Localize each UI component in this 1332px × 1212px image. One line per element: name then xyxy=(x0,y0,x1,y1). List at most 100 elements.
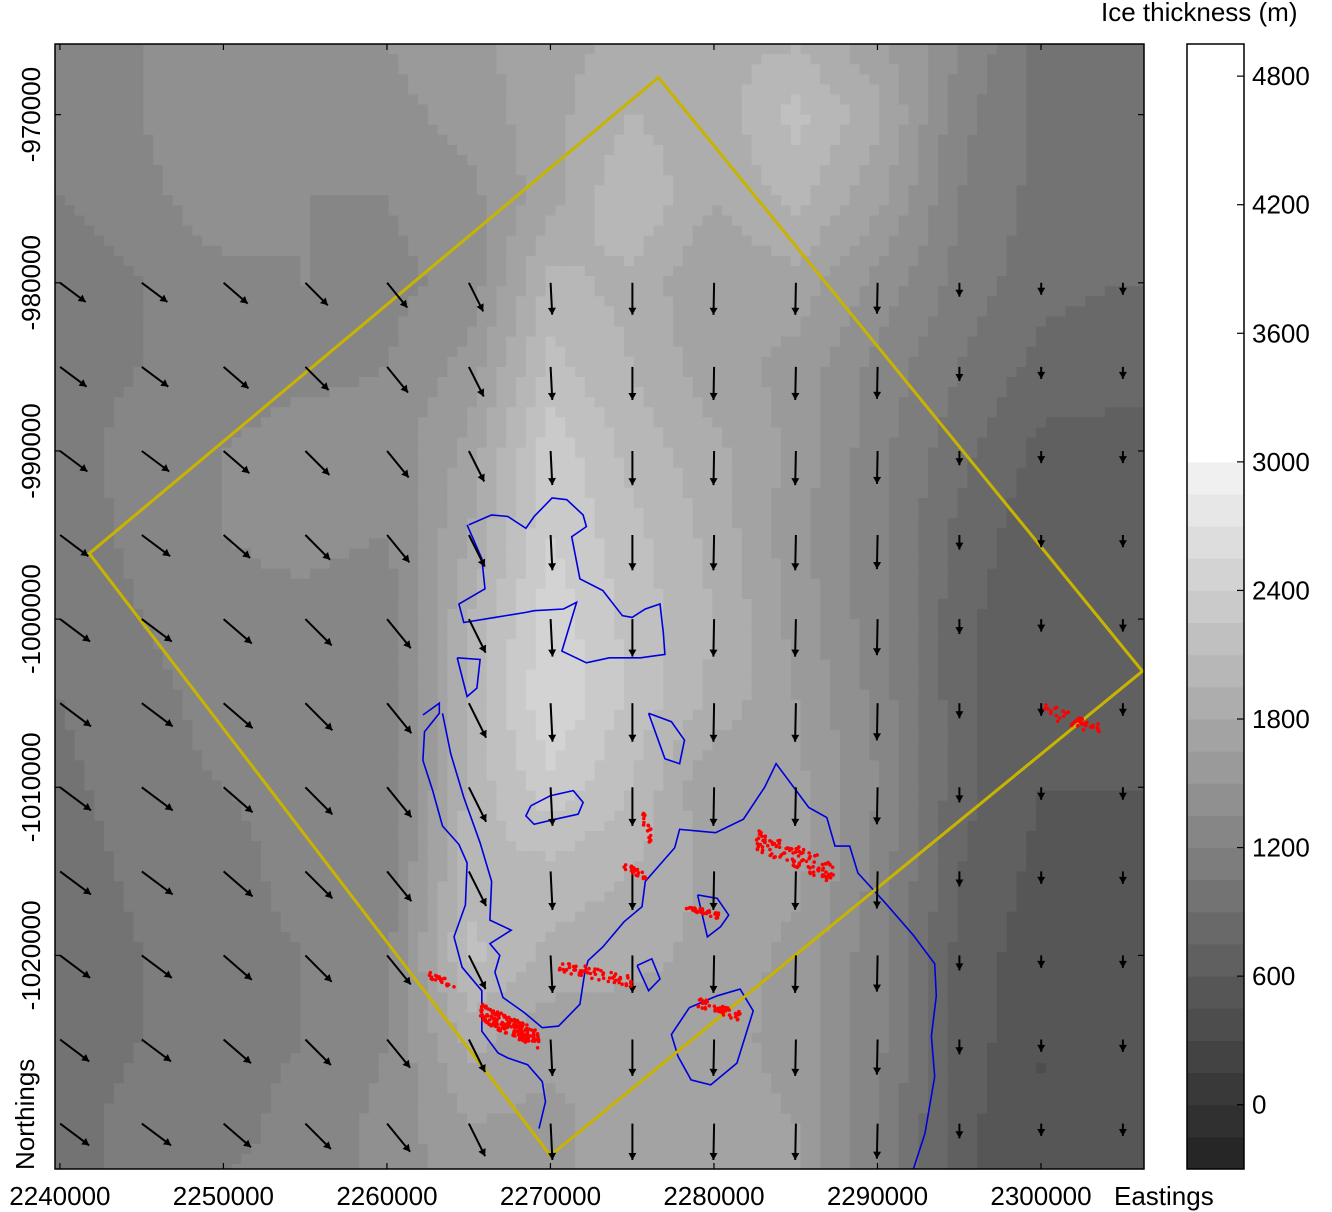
thickness-cell xyxy=(143,417,154,428)
thickness-cell xyxy=(1094,225,1106,237)
thickness-cell xyxy=(996,185,1008,196)
thickness-cell xyxy=(1094,397,1106,408)
thickness-cell xyxy=(162,144,174,156)
thickness-cell xyxy=(339,427,350,439)
thickness-cell xyxy=(202,457,213,469)
thickness-cell xyxy=(820,427,831,439)
thickness-cell xyxy=(162,316,174,328)
thickness-cell xyxy=(202,124,213,136)
thickness-cell xyxy=(310,447,321,459)
thickness-cell xyxy=(938,175,949,186)
thickness-cell xyxy=(290,316,301,328)
thickness-cell xyxy=(938,44,949,55)
thickness-cell xyxy=(908,296,919,307)
thickness-cell xyxy=(761,134,772,146)
thickness-cell xyxy=(496,316,507,328)
thickness-cell xyxy=(938,477,949,489)
thickness-cell xyxy=(496,165,507,176)
thickness-cell xyxy=(329,377,341,388)
thickness-cell xyxy=(663,165,674,176)
thickness-cell xyxy=(192,215,203,227)
thickness-cell xyxy=(771,447,782,459)
thickness-cell xyxy=(64,457,76,469)
thickness-cell xyxy=(879,144,890,156)
thickness-cell xyxy=(810,124,821,136)
thickness-cell xyxy=(692,457,704,469)
thickness-cell xyxy=(506,245,517,257)
thickness-cell xyxy=(153,286,164,297)
thickness-cell xyxy=(300,286,311,297)
thickness-cell xyxy=(653,235,664,247)
thickness-cell xyxy=(74,185,85,196)
thickness-cell xyxy=(221,235,233,247)
thickness-cell xyxy=(996,44,1008,55)
thickness-cell xyxy=(143,306,154,317)
thickness-cell xyxy=(1134,155,1144,166)
thickness-cell xyxy=(486,377,498,388)
thickness-cell xyxy=(1124,296,1135,307)
thickness-cell xyxy=(839,185,851,196)
thickness-cell xyxy=(722,346,733,358)
thickness-cell xyxy=(908,94,919,106)
thickness-cell xyxy=(104,104,115,116)
thickness-cell xyxy=(64,467,76,479)
thickness-cell xyxy=(879,185,890,196)
thickness-cell xyxy=(790,175,802,186)
thickness-cell xyxy=(506,124,517,136)
thickness-cell xyxy=(368,185,380,196)
thickness-cell xyxy=(378,487,390,499)
thickness-cell xyxy=(555,316,566,328)
thickness-cell xyxy=(251,296,262,307)
thickness-cell xyxy=(938,255,949,267)
thickness-cell xyxy=(938,104,949,116)
thickness-cell xyxy=(702,346,713,358)
thickness-cell xyxy=(594,306,605,317)
thickness-cell xyxy=(408,134,419,146)
thickness-cell xyxy=(231,417,242,428)
thickness-cell xyxy=(712,326,723,338)
thickness-cell xyxy=(643,235,654,247)
thickness-cell xyxy=(525,477,537,489)
thickness-cell xyxy=(1134,185,1144,196)
thickness-cell xyxy=(908,215,919,227)
thickness-cell xyxy=(339,255,350,267)
thickness-cell xyxy=(300,326,311,338)
thickness-cell xyxy=(84,326,95,338)
thickness-cell xyxy=(55,477,66,489)
thickness-cell xyxy=(771,255,782,267)
thickness-cell xyxy=(790,155,802,166)
thickness-cell xyxy=(447,477,458,489)
thickness-cell xyxy=(1124,427,1135,439)
thickness-cell xyxy=(457,104,468,116)
thickness-cell xyxy=(368,447,380,459)
thickness-cell xyxy=(1085,124,1096,136)
thickness-cell xyxy=(938,286,949,297)
thickness-cell xyxy=(241,54,252,65)
thickness-cell xyxy=(839,64,851,75)
thickness-cell xyxy=(663,225,674,237)
thickness-cell xyxy=(663,487,674,499)
thickness-cell xyxy=(888,144,900,156)
thickness-cell xyxy=(575,155,586,166)
thickness-cell xyxy=(329,94,341,106)
thickness-cell xyxy=(653,225,664,237)
thickness-cell xyxy=(1104,94,1116,106)
thickness-cell xyxy=(84,286,95,297)
thickness-cell xyxy=(437,245,448,257)
thickness-cell xyxy=(319,124,331,136)
thickness-cell xyxy=(525,387,537,398)
thickness-cell xyxy=(996,447,1008,459)
thickness-cell xyxy=(1075,94,1086,106)
thickness-cell xyxy=(820,326,831,338)
thickness-cell xyxy=(398,487,409,499)
thickness-cell xyxy=(516,397,527,408)
thickness-cell xyxy=(849,54,861,65)
thickness-cell xyxy=(398,477,409,489)
thickness-cell xyxy=(898,114,910,126)
thickness-cell xyxy=(810,165,821,176)
thickness-cell xyxy=(349,397,360,408)
thickness-cell xyxy=(339,94,350,106)
thickness-cell xyxy=(604,276,615,287)
thickness-cell xyxy=(378,336,390,348)
thickness-cell xyxy=(673,437,684,449)
